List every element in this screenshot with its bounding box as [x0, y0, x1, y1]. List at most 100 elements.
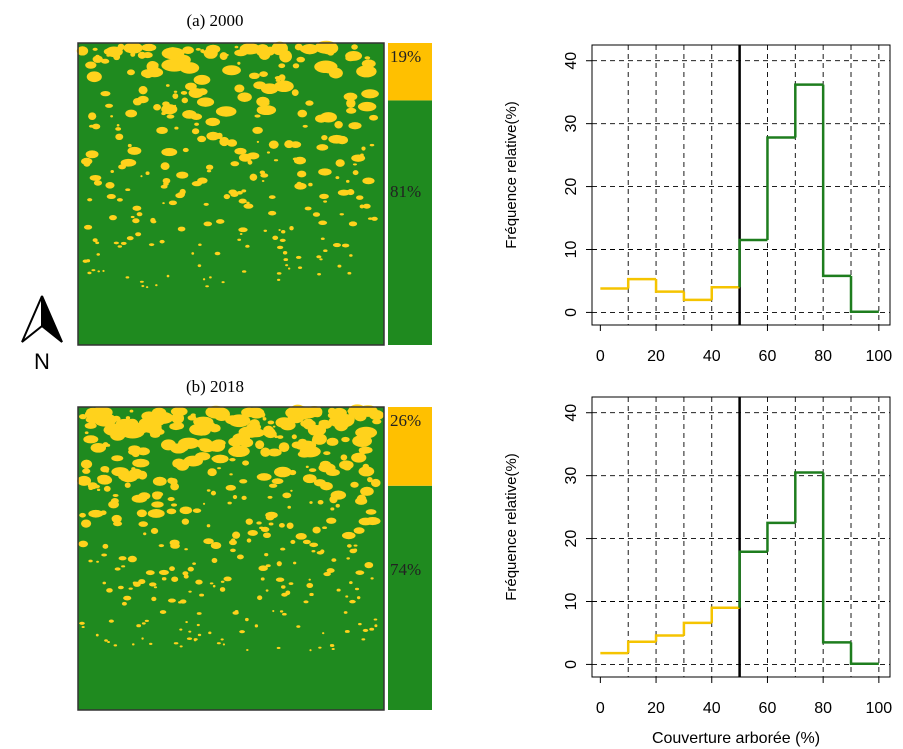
- map-patch: [223, 577, 231, 582]
- map-patch: [197, 97, 214, 106]
- map-patch: [333, 243, 341, 247]
- map-patch: [242, 270, 246, 273]
- map-patch: [293, 63, 299, 68]
- map-patch: [363, 629, 369, 632]
- map-patch: [269, 140, 279, 148]
- map-patch: [364, 562, 373, 568]
- map-patch: [188, 591, 191, 593]
- map-patch: [154, 412, 174, 424]
- y-tick-label: 10: [563, 592, 580, 610]
- map-patch: [320, 112, 337, 122]
- step-bin: [684, 623, 712, 636]
- map-patch: [167, 509, 177, 515]
- map-patch: [115, 567, 121, 570]
- map-patch: [207, 524, 211, 527]
- map-patch: [285, 264, 288, 266]
- map-patch: [121, 159, 137, 167]
- map-patch: [141, 44, 156, 52]
- map-patch: [239, 199, 247, 204]
- map-patch: [207, 468, 216, 476]
- map-patch: [118, 245, 122, 247]
- map-patch: [146, 68, 163, 78]
- map-patch: [159, 544, 164, 547]
- map-patch: [135, 232, 141, 236]
- map-patch: [92, 124, 100, 130]
- map-patch: [289, 470, 296, 475]
- map-patch: [283, 251, 287, 255]
- map-patch: [127, 236, 134, 240]
- map-patch: [96, 561, 99, 563]
- map-patch: [104, 486, 111, 492]
- y-tick-label: 20: [563, 530, 580, 548]
- map-patch: [217, 642, 221, 644]
- map-patch: [212, 558, 218, 563]
- map-patch: [247, 530, 257, 536]
- map-patch: [83, 161, 90, 166]
- map-patch: [121, 242, 127, 245]
- map-patch: [255, 624, 258, 627]
- x-tick-label: 20: [647, 700, 665, 717]
- step-bin: [767, 137, 795, 240]
- map-patch: [132, 495, 148, 503]
- map-patch: [250, 174, 258, 181]
- map-patch: [149, 582, 156, 586]
- y-tick-label: 20: [563, 178, 580, 196]
- map-patch: [230, 549, 236, 552]
- map-patch: [119, 556, 127, 560]
- map-patch: [220, 587, 225, 592]
- map-patch: [129, 588, 133, 590]
- map-patch: [347, 544, 352, 548]
- map-patch: [320, 461, 331, 469]
- map-patch: [334, 420, 348, 432]
- map-patch: [127, 147, 141, 155]
- map-patch: [152, 492, 162, 500]
- map-patch: [131, 467, 135, 470]
- map-patch: [94, 180, 102, 186]
- map-patch: [100, 91, 110, 96]
- map-patch: [278, 63, 285, 68]
- map-patch: [104, 639, 108, 641]
- x-tick-label: 60: [759, 700, 777, 717]
- map-patch: [349, 600, 356, 604]
- map-patch: [182, 571, 188, 575]
- map-patch: [110, 430, 125, 441]
- map-patch: [146, 286, 148, 288]
- map-patch: [230, 161, 239, 166]
- map-patch: [132, 452, 139, 458]
- map-patch: [192, 128, 199, 134]
- map-patch: [179, 629, 182, 631]
- map-patch: [246, 46, 249, 48]
- map-patch: [91, 443, 106, 453]
- map-patch: [328, 135, 345, 144]
- map-patch: [220, 52, 228, 60]
- map-patch: [138, 472, 147, 478]
- map-patch: [182, 46, 194, 54]
- map-patch: [292, 89, 299, 96]
- x-tick-label: 40: [703, 348, 721, 365]
- y-axis-label: Fréquence relative(%): [503, 453, 520, 601]
- map-patch: [249, 428, 265, 437]
- map-patch: [216, 133, 222, 139]
- map-patch: [318, 500, 324, 505]
- map-patch: [104, 48, 118, 55]
- map-patch: [204, 48, 218, 59]
- map-patch: [117, 124, 120, 127]
- map-patch: [366, 509, 377, 515]
- map-patch: [319, 194, 329, 199]
- map-patch: [149, 425, 163, 436]
- map-patch: [319, 258, 322, 260]
- map-patch: [139, 86, 148, 94]
- map-patch: [132, 643, 135, 645]
- map-patch: [102, 270, 104, 272]
- map-patch: [210, 582, 214, 584]
- map-patch: [335, 176, 339, 179]
- map-patch: [188, 631, 191, 633]
- map-patch: [261, 527, 269, 532]
- map-patch: [156, 127, 168, 134]
- north-arrow-fill: [42, 296, 62, 342]
- map-patch: [221, 638, 224, 640]
- map-patch: [372, 419, 381, 424]
- map-patch: [257, 595, 262, 600]
- map-patch: [82, 468, 90, 474]
- map-patch: [321, 237, 325, 240]
